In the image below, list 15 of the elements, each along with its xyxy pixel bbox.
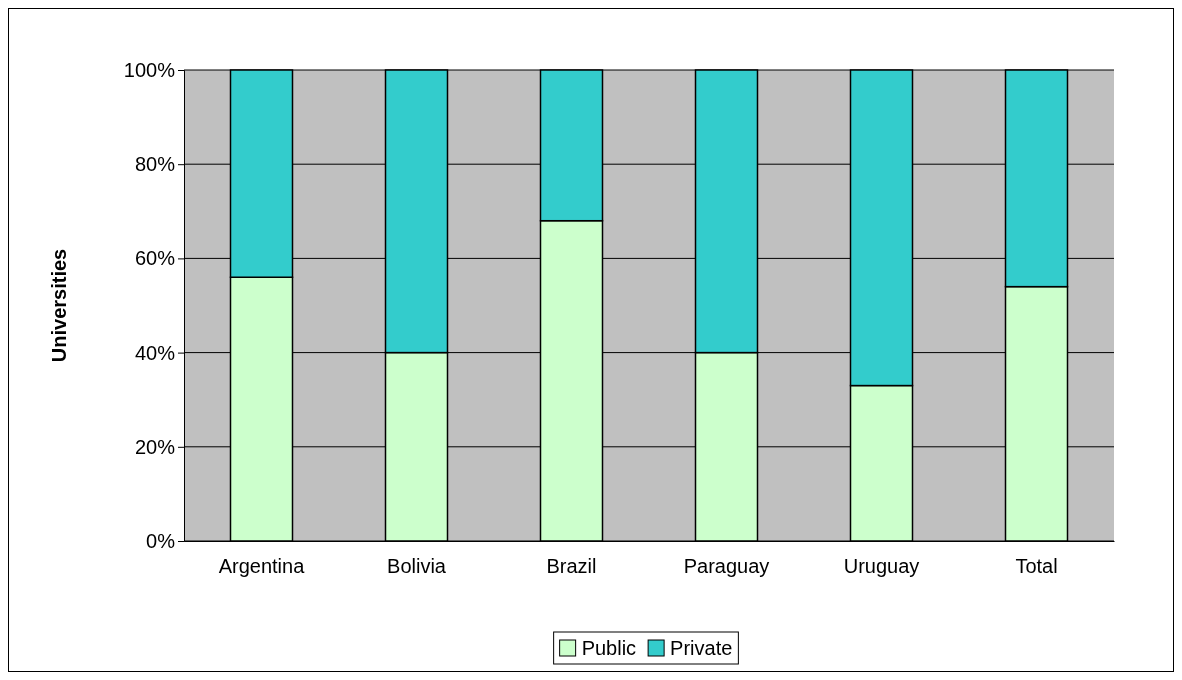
y-tick-label: 80% [134,153,176,176]
x-tick-label: Bolivia [387,555,447,578]
y-tick-label: 60% [134,247,176,270]
x-tick-label: Argentina [218,555,306,578]
x-tick-label: Paraguay [683,555,770,578]
legend-label: Public [581,637,637,659]
legend-label: Private [670,637,733,659]
y-tick-label: 40% [134,341,176,364]
x-tick-label: Total [1015,555,1058,578]
x-tick-label: Brazil [546,555,597,578]
y-tick-label: 0% [146,529,176,552]
y-tick-label: 20% [134,435,176,458]
y-tick-label: 100% [123,58,176,81]
x-tick-label: Uruguay [843,555,920,578]
y-axis-title: Universities [48,248,70,363]
